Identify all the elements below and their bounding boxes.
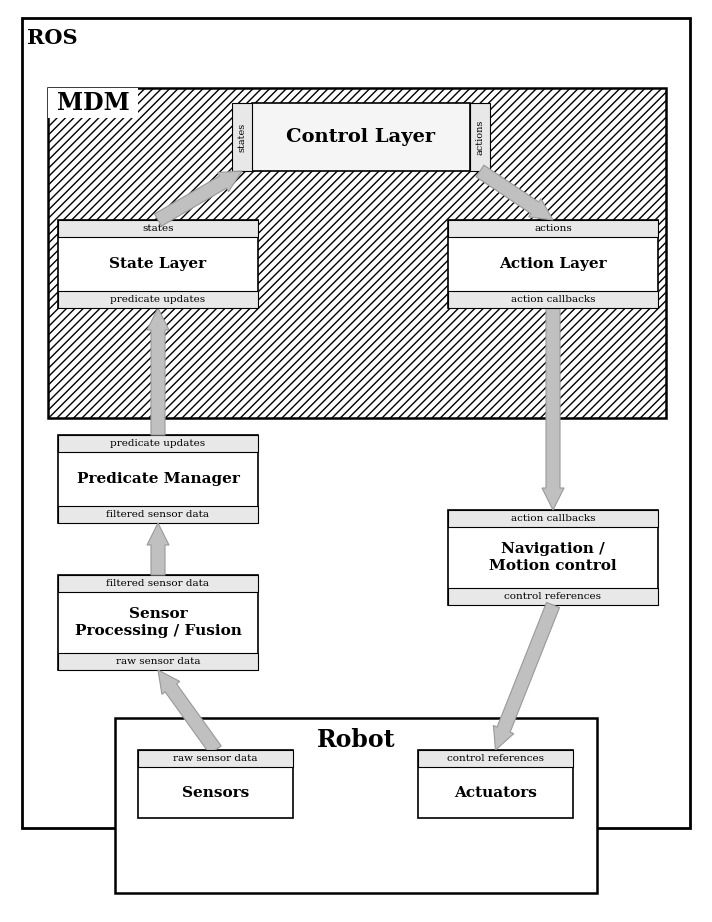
Text: control references: control references <box>447 754 544 763</box>
Text: MDM: MDM <box>57 91 130 115</box>
Text: Predicate Manager: Predicate Manager <box>77 472 239 486</box>
Text: filtered sensor data: filtered sensor data <box>107 579 209 588</box>
Text: action callbacks: action callbacks <box>511 514 595 523</box>
Polygon shape <box>158 670 221 754</box>
Polygon shape <box>493 602 560 750</box>
Bar <box>252 103 470 171</box>
Text: predicate updates: predicate updates <box>110 295 206 304</box>
Bar <box>448 510 658 605</box>
Bar <box>418 750 573 767</box>
Bar <box>58 291 258 308</box>
Text: control references: control references <box>505 592 602 601</box>
Bar <box>448 220 658 237</box>
Bar <box>138 750 293 818</box>
Polygon shape <box>147 523 169 575</box>
Polygon shape <box>542 308 564 510</box>
Bar <box>58 575 258 670</box>
Bar <box>58 435 258 523</box>
Polygon shape <box>155 171 242 226</box>
Bar <box>448 510 658 527</box>
Bar <box>48 88 666 418</box>
Text: ROS: ROS <box>26 28 78 48</box>
Bar <box>58 653 258 670</box>
Text: Sensor
Processing / Fusion: Sensor Processing / Fusion <box>75 608 241 638</box>
Text: states: states <box>142 224 174 233</box>
Text: Actuators: Actuators <box>454 786 537 799</box>
Text: predicate updates: predicate updates <box>110 439 206 448</box>
Bar <box>418 750 573 818</box>
Bar <box>470 103 490 171</box>
Bar <box>58 220 258 308</box>
Text: actions: actions <box>476 119 484 155</box>
Bar <box>138 750 293 767</box>
Bar <box>232 103 252 171</box>
Bar <box>448 588 658 605</box>
Polygon shape <box>147 308 169 435</box>
Text: Sensors: Sensors <box>182 786 249 799</box>
Bar <box>58 435 258 452</box>
Text: Robot: Robot <box>317 728 395 752</box>
Text: raw sensor data: raw sensor data <box>173 754 258 763</box>
Text: filtered sensor data: filtered sensor data <box>107 510 209 519</box>
Text: Control Layer: Control Layer <box>286 128 436 146</box>
Text: actions: actions <box>534 224 572 233</box>
Text: states: states <box>238 123 246 151</box>
Bar <box>58 575 258 592</box>
Text: State Layer: State Layer <box>110 257 206 271</box>
Bar <box>22 18 690 828</box>
Bar <box>58 220 258 237</box>
Text: action callbacks: action callbacks <box>511 295 595 304</box>
Bar <box>48 88 138 118</box>
Bar <box>115 718 597 893</box>
Bar <box>448 220 658 308</box>
Text: Navigation /
Motion control: Navigation / Motion control <box>489 542 617 573</box>
Text: raw sensor data: raw sensor data <box>116 657 200 666</box>
Bar <box>448 291 658 308</box>
Polygon shape <box>476 165 553 220</box>
Bar <box>58 506 258 523</box>
Text: Action Layer: Action Layer <box>499 257 607 271</box>
